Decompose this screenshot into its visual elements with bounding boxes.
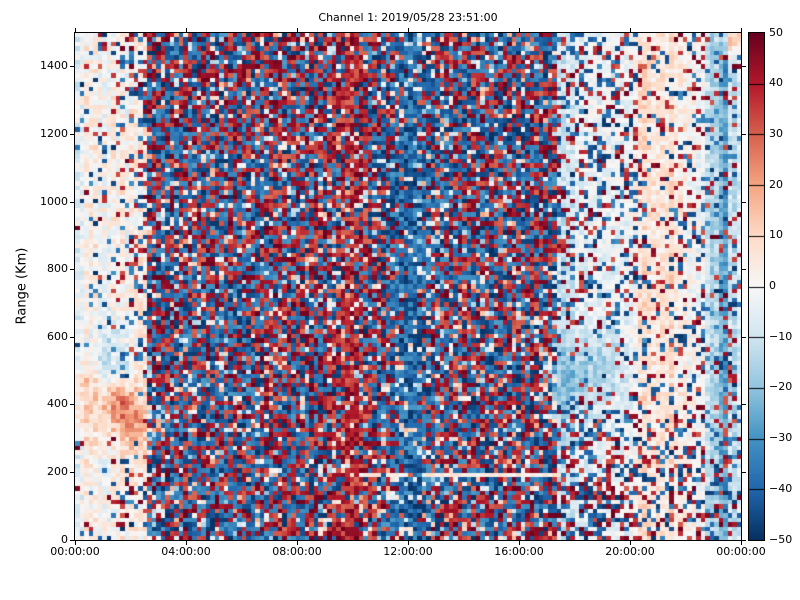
colorbar-tick-label: −40 — [769, 482, 793, 495]
x-tick-label: 08:00:00 — [272, 545, 322, 558]
colorbar-tick-label: 50 — [769, 26, 783, 39]
x-tick-mark — [408, 541, 409, 545]
x-tick-label: 00:00:00 — [50, 545, 100, 558]
x-tick-label: 16:00:00 — [494, 545, 544, 558]
colorbar-tick-label: −20 — [769, 380, 793, 393]
heatmap-canvas — [75, 33, 741, 540]
colorbar-tick-label: 10 — [769, 228, 783, 241]
colorbar — [748, 32, 765, 541]
y-tick-mark — [70, 540, 74, 541]
y-tick-mark-right — [742, 337, 746, 338]
x-tick-mark — [297, 541, 298, 545]
y-axis-label: Range (Km) — [14, 247, 30, 325]
y-tick-mark — [70, 472, 74, 473]
colorbar-canvas — [749, 33, 764, 540]
x-tick-mark — [519, 541, 520, 545]
x-tick-mark-top — [408, 28, 409, 32]
x-tick-label: 20:00:00 — [605, 545, 655, 558]
y-tick-mark — [70, 404, 74, 405]
x-tick-mark-top — [519, 28, 520, 32]
y-tick-label: 0 — [61, 533, 68, 546]
y-tick-label: 800 — [47, 262, 68, 275]
colorbar-tick-label: −50 — [769, 533, 793, 546]
y-tick-mark — [70, 269, 74, 270]
colorbar-tick-label: 20 — [769, 178, 783, 191]
x-tick-mark-top — [741, 28, 742, 32]
x-tick-mark — [741, 541, 742, 545]
colorbar-tick-label: −30 — [769, 431, 793, 444]
colorbar-tick-label: 40 — [769, 76, 783, 89]
x-tick-mark-top — [186, 28, 187, 32]
y-tick-mark-right — [742, 540, 746, 541]
y-tick-label: 600 — [47, 330, 68, 343]
y-tick-mark-right — [742, 404, 746, 405]
y-tick-label: 200 — [47, 465, 68, 478]
x-tick-mark — [75, 541, 76, 545]
colorbar-tick-label: 0 — [769, 279, 776, 292]
y-tick-mark — [70, 337, 74, 338]
y-tick-mark-right — [742, 269, 746, 270]
x-tick-mark-top — [297, 28, 298, 32]
y-tick-mark-right — [742, 202, 746, 203]
y-tick-mark — [70, 66, 74, 67]
y-tick-mark-right — [742, 134, 746, 135]
chart-title: Channel 1: 2019/05/28 23:51:00 — [318, 11, 498, 24]
plot-area — [74, 32, 742, 541]
x-tick-mark-top — [75, 28, 76, 32]
x-tick-label: 12:00:00 — [383, 545, 433, 558]
x-tick-mark-top — [630, 28, 631, 32]
x-tick-mark — [186, 541, 187, 545]
y-tick-label: 1000 — [40, 195, 68, 208]
x-tick-mark — [630, 541, 631, 545]
y-tick-mark — [70, 134, 74, 135]
y-tick-mark — [70, 202, 74, 203]
y-tick-mark-right — [742, 66, 746, 67]
colorbar-tick-label: 30 — [769, 127, 783, 140]
colorbar-tick-label: −10 — [769, 330, 793, 343]
y-tick-label: 400 — [47, 397, 68, 410]
y-tick-label: 1400 — [40, 59, 68, 72]
x-tick-label: 04:00:00 — [161, 545, 211, 558]
y-tick-label: 1200 — [40, 127, 68, 140]
x-tick-label: 00:00:00 — [716, 545, 766, 558]
y-tick-mark-right — [742, 472, 746, 473]
